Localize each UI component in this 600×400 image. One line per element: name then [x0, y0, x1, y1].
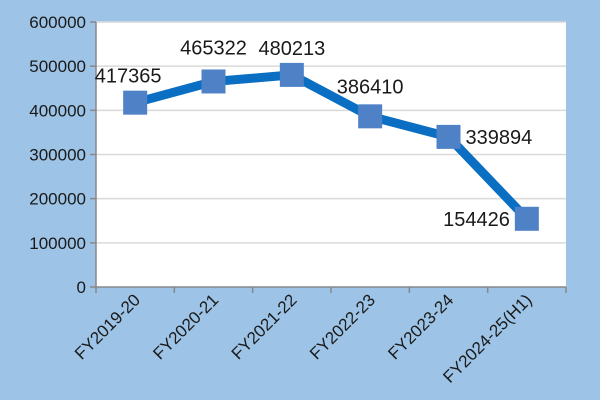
x-tick-label: FY2022-23	[306, 290, 379, 363]
data-label: 480213	[258, 38, 325, 60]
y-tick-label: 300000	[29, 146, 86, 165]
y-tick-label: 600000	[29, 13, 86, 32]
y-tick-label: 100000	[29, 234, 86, 253]
data-point	[436, 124, 461, 149]
y-tick-label: 0	[77, 278, 86, 297]
data-point	[123, 90, 148, 115]
y-tick-label: 200000	[29, 190, 86, 209]
data-label: 386410	[337, 76, 404, 98]
data-label: 417365	[95, 66, 162, 88]
data-label: 339894	[466, 127, 533, 149]
x-tick-label: FY2023-24	[384, 290, 457, 363]
data-point	[514, 206, 539, 231]
x-tick-label: FY2021-22	[228, 290, 301, 363]
data-label: 465322	[180, 37, 247, 59]
data-point	[358, 104, 383, 129]
y-tick-label: 500000	[29, 57, 86, 76]
x-tick-label: FY2020-21	[149, 290, 222, 363]
y-tick-label: 400000	[29, 101, 86, 120]
data-point	[201, 69, 226, 94]
x-tick-label: FY2019-20	[71, 290, 144, 363]
data-point	[279, 62, 304, 87]
series-line	[133, 70, 531, 222]
data-label: 154426	[443, 209, 510, 231]
